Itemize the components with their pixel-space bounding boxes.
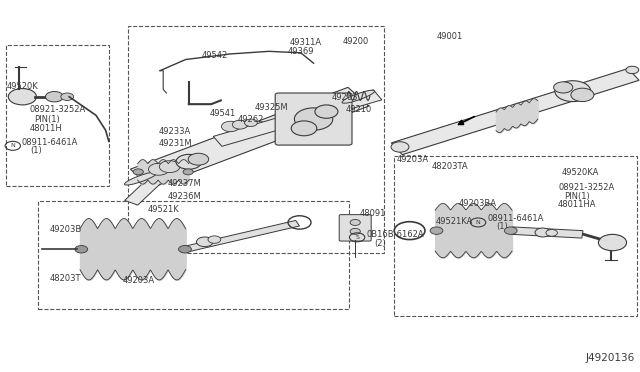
Text: 48203T: 48203T [50,274,81,283]
Circle shape [159,161,180,173]
Text: (1): (1) [30,145,42,154]
Text: N: N [476,220,481,225]
Polygon shape [184,221,300,252]
Text: 08911-6461A: 08911-6461A [488,214,544,223]
Circle shape [350,219,360,225]
Text: 48011H: 48011H [29,124,62,133]
Text: 49311A: 49311A [290,38,322,46]
Text: 49203A: 49203A [396,155,428,164]
Text: 08911-6461A: 08911-6461A [22,138,78,147]
Text: 49210: 49210 [346,105,372,114]
FancyBboxPatch shape [339,215,371,241]
Text: 49001: 49001 [436,32,463,41]
Ellipse shape [124,172,157,185]
Text: 49203B: 49203B [50,225,82,234]
Ellipse shape [342,90,375,103]
Text: 48091: 48091 [360,209,386,218]
Text: 49521KA: 49521KA [435,217,472,226]
Text: 49263: 49263 [332,93,358,102]
Circle shape [430,227,443,234]
Bar [394,156,637,316]
Circle shape [626,66,639,74]
Text: 48203TA: 48203TA [432,162,468,171]
Polygon shape [213,90,382,146]
Text: PIN(1): PIN(1) [564,192,590,201]
Circle shape [291,121,317,136]
Circle shape [176,154,202,169]
Text: 49520K: 49520K [6,82,38,91]
Text: N: N [10,143,15,148]
Circle shape [555,81,591,102]
Text: 49203A: 49203A [123,276,155,285]
Text: (2): (2) [374,238,386,247]
Text: 49369: 49369 [288,47,314,56]
Text: 49325M: 49325M [255,103,289,112]
Text: S: S [355,235,359,240]
Text: 49203BA: 49203BA [458,199,496,208]
Circle shape [391,142,409,152]
Circle shape [546,230,557,236]
Text: 49541: 49541 [210,109,236,118]
Circle shape [148,163,169,175]
Text: 49542: 49542 [202,51,228,60]
Text: 08921-3252A: 08921-3252A [558,183,614,192]
Circle shape [571,88,594,102]
Text: 49237M: 49237M [168,179,202,188]
Text: 49521K: 49521K [147,205,179,214]
Text: 49231M: 49231M [159,139,193,148]
Circle shape [61,93,74,100]
Text: J4920136: J4920136 [586,353,635,363]
Circle shape [244,119,257,126]
Circle shape [294,108,333,130]
Circle shape [221,121,239,132]
Circle shape [8,89,36,105]
Circle shape [350,228,360,234]
Polygon shape [511,227,583,238]
Circle shape [188,153,209,165]
Bar [38,201,349,309]
Bar [128,26,384,253]
Circle shape [133,169,143,175]
Text: 49233A: 49233A [159,127,191,136]
Polygon shape [125,176,163,205]
Circle shape [179,246,191,253]
Circle shape [183,169,193,175]
Polygon shape [131,87,369,188]
Circle shape [45,92,63,102]
Text: 48011HA: 48011HA [558,200,596,209]
FancyBboxPatch shape [275,93,352,145]
Circle shape [196,237,213,247]
Circle shape [208,236,221,243]
Text: 49520KA: 49520KA [562,168,599,177]
Text: 08921-3252A: 08921-3252A [29,105,86,114]
Circle shape [535,228,550,237]
Circle shape [232,120,248,129]
Circle shape [598,234,627,251]
Circle shape [504,227,517,234]
Text: (1): (1) [497,222,508,231]
Text: PIN(1): PIN(1) [35,115,60,124]
Polygon shape [391,68,639,155]
Bar [6,45,109,186]
Circle shape [75,246,88,253]
Circle shape [315,105,338,118]
Text: 49262: 49262 [238,115,264,124]
Text: 49200: 49200 [343,37,369,46]
Text: 49236M: 49236M [168,192,202,201]
Text: 0B16B-6162A: 0B16B-6162A [366,230,424,239]
Circle shape [554,82,573,93]
